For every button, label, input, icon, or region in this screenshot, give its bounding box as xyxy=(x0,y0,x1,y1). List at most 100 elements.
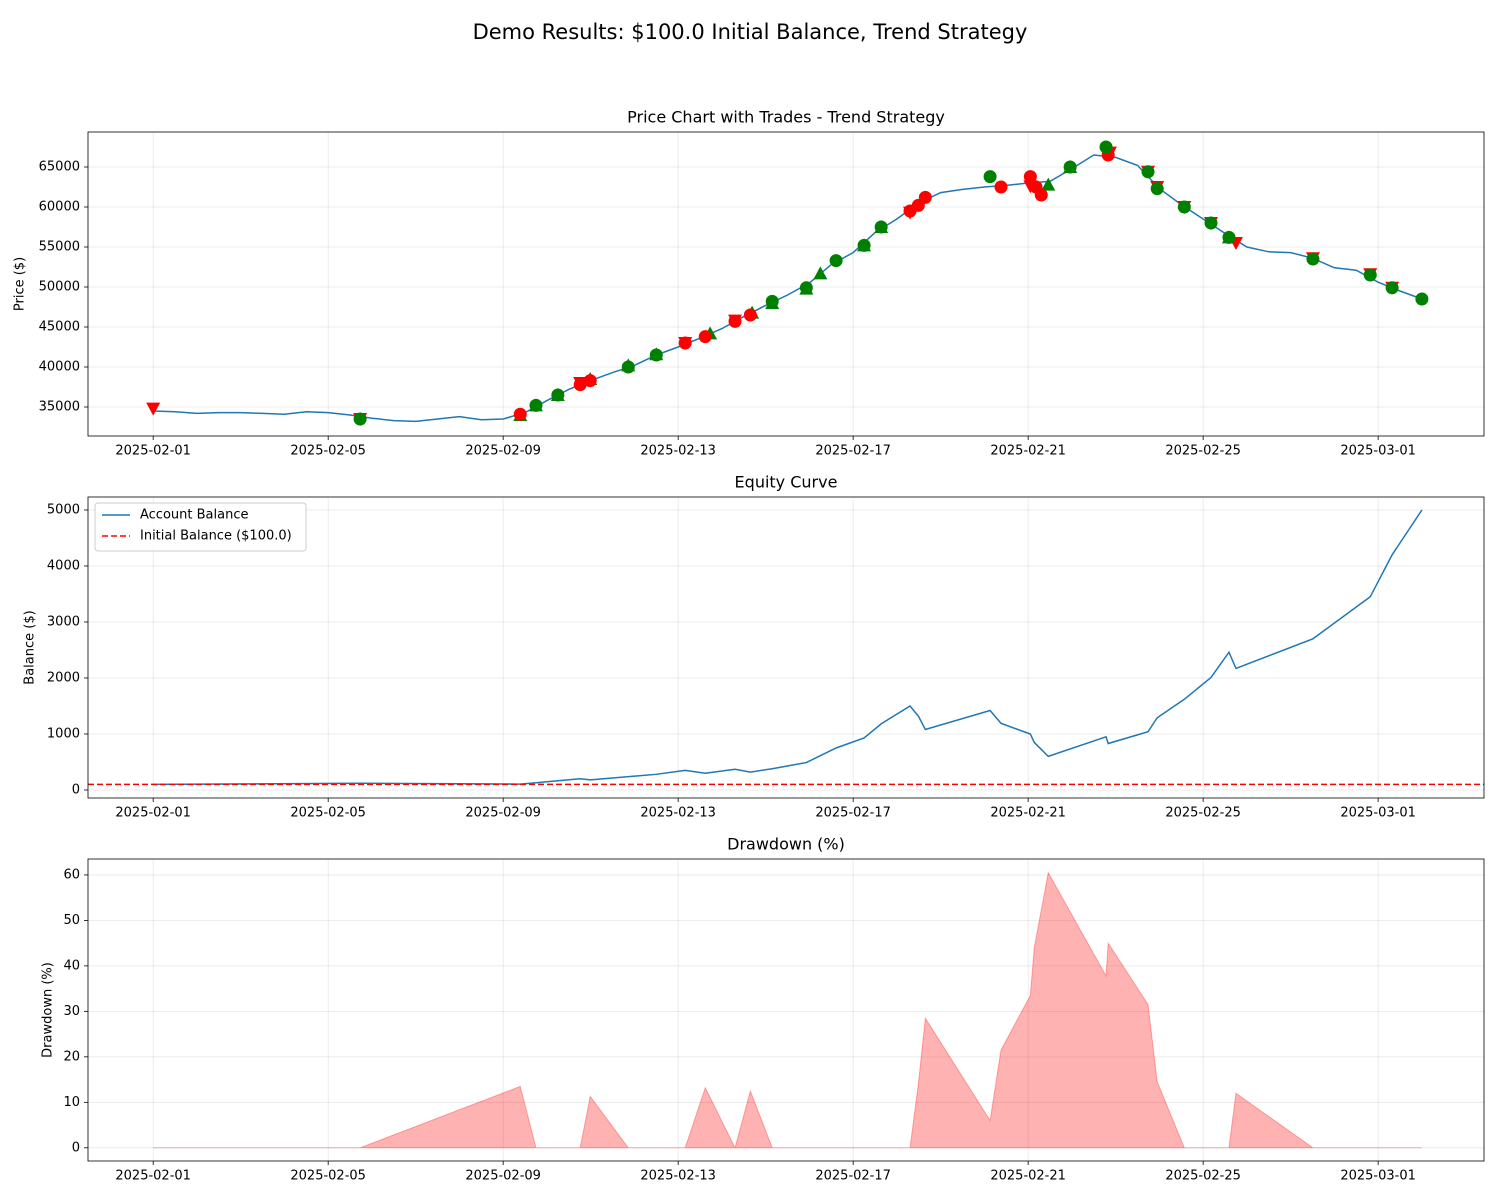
y-tick-label: 50000 xyxy=(39,280,80,295)
axes-frame xyxy=(87,858,1485,1162)
x-tick-label: 2025-02-21 xyxy=(990,1169,1066,1184)
y-tick-label: 0 xyxy=(72,782,80,797)
x-tick-label: 2025-03-01 xyxy=(1340,444,1416,459)
area xyxy=(153,871,1422,1150)
x-tick-label: 2025-03-01 xyxy=(1340,806,1416,821)
trade-marker xyxy=(1385,281,1399,295)
trade-marker xyxy=(918,190,932,204)
trade-marker xyxy=(1306,252,1320,266)
trade-marker xyxy=(529,398,543,412)
trade-marker xyxy=(698,330,712,344)
y-tick-label: 55000 xyxy=(39,240,80,255)
x-tick-label: 2025-02-01 xyxy=(115,806,191,821)
y-tick-label: 1000 xyxy=(47,726,80,741)
y-tick-label: 40 xyxy=(63,958,80,973)
x-tick-label: 2025-02-21 xyxy=(990,806,1066,821)
x-tick-label: 2025-02-09 xyxy=(465,1169,541,1184)
y-tick-label: 2000 xyxy=(47,670,80,685)
x-tick-label: 2025-02-25 xyxy=(1165,1169,1241,1184)
plot-area xyxy=(88,509,1484,786)
trade-marker xyxy=(621,360,635,374)
x-tick-label: 2025-02-05 xyxy=(290,806,366,821)
y-tick-label: 60000 xyxy=(39,200,80,215)
legend-box xyxy=(94,502,307,552)
x-tick-label: 2025-02-25 xyxy=(1165,806,1241,821)
y-tick-label: 50 xyxy=(63,913,80,928)
line xyxy=(153,154,1423,423)
axes-title: Equity Curve xyxy=(735,473,838,492)
figure-title: Demo Results: $100.0 Initial Balance, Tr… xyxy=(473,20,1028,44)
x-tick-label: 2025-03-01 xyxy=(1340,1169,1416,1184)
plot-area xyxy=(146,140,1429,426)
y-tick-label: 40000 xyxy=(39,360,80,375)
trade-marker xyxy=(573,378,587,392)
x-tick-label: 2025-02-17 xyxy=(815,806,891,821)
y-axis-label: Price ($) xyxy=(13,257,28,311)
plot-area xyxy=(153,871,1422,1150)
axes-title: Price Chart with Trades - Trend Strategy xyxy=(627,108,945,127)
legend-label: Initial Balance ($100.0) xyxy=(140,529,292,544)
y-tick-label: 0 xyxy=(72,1140,80,1155)
trade-marker xyxy=(1099,140,1113,154)
y-tick-label: 45000 xyxy=(39,320,80,335)
trade-marker xyxy=(743,308,757,322)
y-tick-label: 20 xyxy=(63,1049,80,1064)
axes-frame xyxy=(87,496,1485,799)
trade-marker xyxy=(829,254,843,268)
trade-marker xyxy=(551,388,565,402)
axes-title: Drawdown (%) xyxy=(727,835,845,854)
x-tick-label: 2025-02-13 xyxy=(640,444,716,459)
trade-marker xyxy=(1204,216,1218,230)
y-axis-label: Drawdown (%) xyxy=(41,962,56,1058)
y-axis-label: Balance ($) xyxy=(23,610,38,684)
trade-marker xyxy=(1041,177,1056,191)
y-tick-label: 10 xyxy=(63,1095,80,1110)
axes-frame xyxy=(87,131,1485,437)
trade-marker xyxy=(649,348,663,362)
trade-marker xyxy=(1141,165,1155,179)
trade-marker xyxy=(583,374,597,388)
x-tick-label: 2025-02-13 xyxy=(640,1169,716,1184)
line xyxy=(153,509,1423,786)
trade-marker xyxy=(513,407,527,421)
x-tick-label: 2025-02-21 xyxy=(990,444,1066,459)
trade-marker xyxy=(994,180,1008,194)
y-tick-label: 5000 xyxy=(47,502,80,517)
trade-marker xyxy=(765,294,779,308)
trade-marker xyxy=(728,314,742,328)
y-tick-label: 65000 xyxy=(39,160,80,175)
trade-marker xyxy=(1063,160,1077,174)
trade-marker xyxy=(1150,182,1164,196)
trade-marker xyxy=(874,220,888,234)
trade-marker xyxy=(1222,230,1236,244)
trade-marker xyxy=(813,266,828,280)
x-tick-label: 2025-02-17 xyxy=(815,444,891,459)
trade-marker xyxy=(1023,170,1037,184)
trade-marker xyxy=(1415,292,1429,306)
x-tick-label: 2025-02-01 xyxy=(115,1169,191,1184)
x-tick-label: 2025-02-05 xyxy=(290,444,366,459)
y-tick-label: 4000 xyxy=(47,558,80,573)
legend-label: Account Balance xyxy=(140,508,248,523)
x-tick-label: 2025-02-25 xyxy=(1165,444,1241,459)
trade-marker xyxy=(1177,200,1191,214)
x-tick-label: 2025-02-01 xyxy=(115,444,191,459)
x-tick-label: 2025-02-09 xyxy=(465,444,541,459)
x-tick-label: 2025-02-09 xyxy=(465,806,541,821)
trade-marker xyxy=(1363,268,1377,282)
trade-marker xyxy=(678,336,692,350)
y-tick-label: 30 xyxy=(63,1004,80,1019)
trade-marker xyxy=(857,238,871,252)
y-tick-label: 3000 xyxy=(47,614,80,629)
trade-marker xyxy=(983,170,997,184)
x-tick-label: 2025-02-13 xyxy=(640,806,716,821)
trade-marker xyxy=(353,412,367,426)
trade-marker xyxy=(799,281,813,295)
y-tick-label: 60 xyxy=(63,867,80,882)
x-tick-label: 2025-02-17 xyxy=(815,1169,891,1184)
trade-marker xyxy=(1034,188,1048,202)
y-tick-label: 35000 xyxy=(39,400,80,415)
x-tick-label: 2025-02-05 xyxy=(290,1169,366,1184)
trade-marker xyxy=(146,402,161,416)
